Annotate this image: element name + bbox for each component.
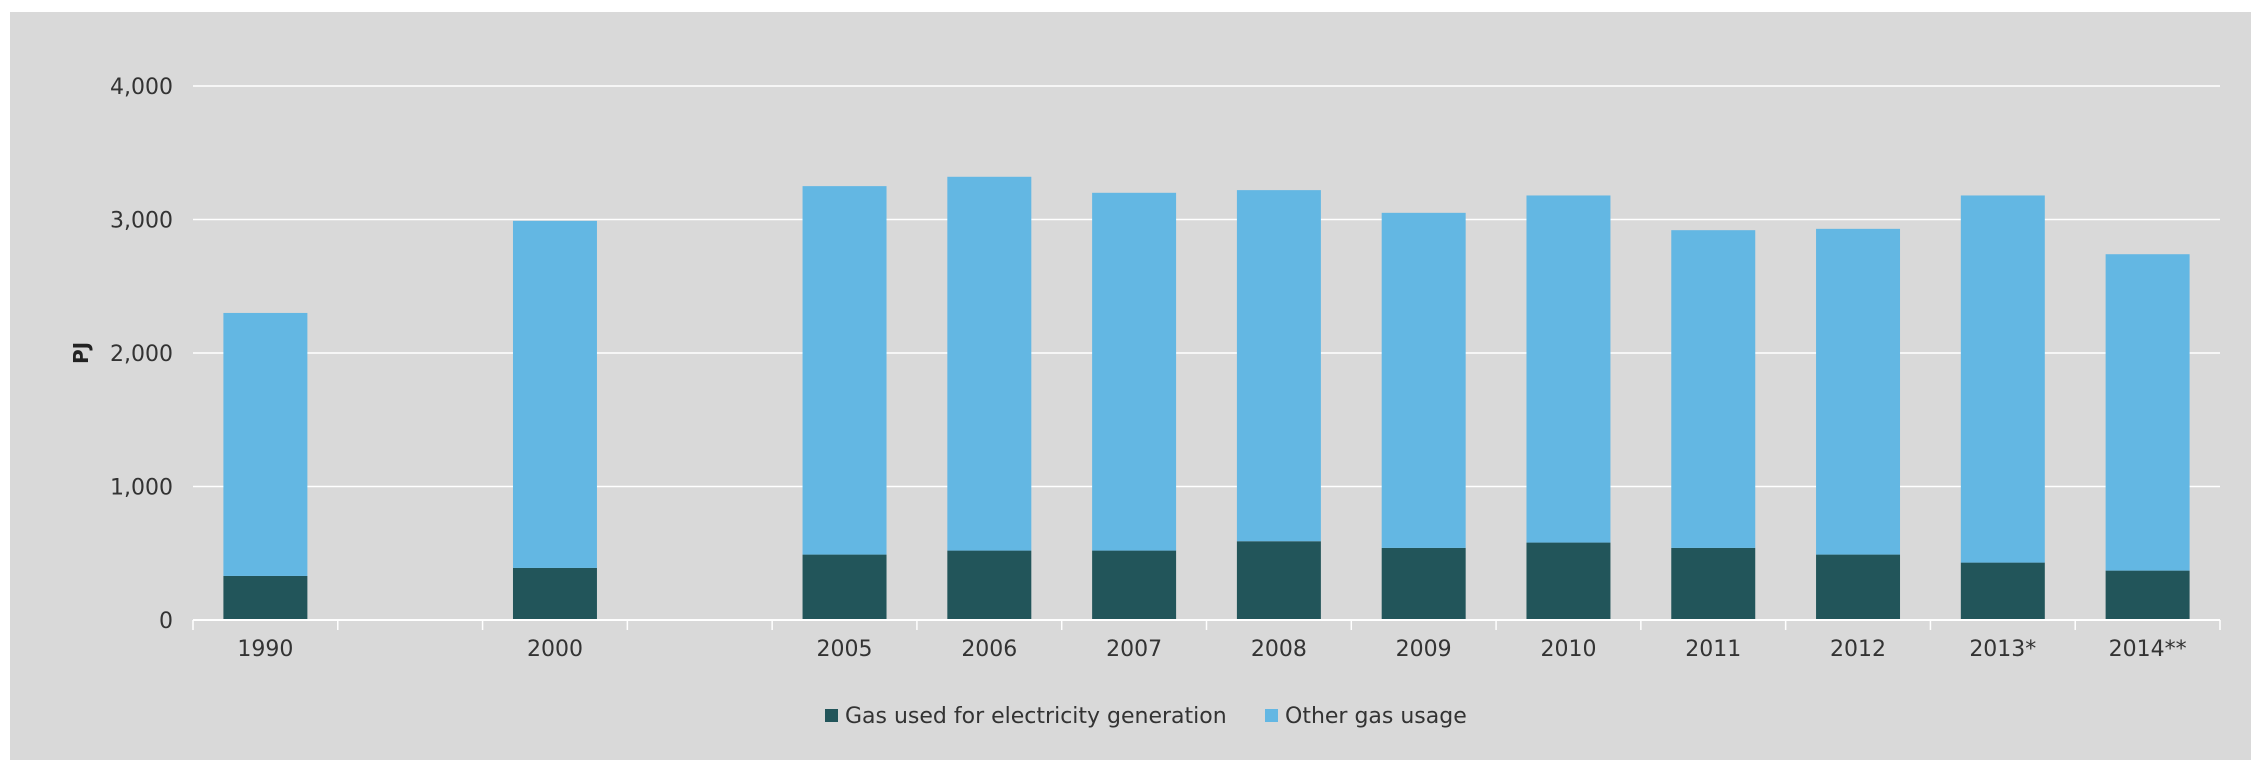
- bar-electricity-generation: [223, 575, 308, 620]
- stacked-bar-chart: 0 1,000 2,000 3,000 4,000 1990 2000 2005 2006 20…: [69, 75, 2221, 729]
- bar-other-gas-usage: [1960, 195, 2045, 563]
- bar-other-gas-usage: [1092, 192, 1177, 551]
- y-tick-label: 4,000: [110, 75, 173, 100]
- bar-other-gas-usage: [512, 220, 597, 568]
- legend-swatch: [825, 709, 838, 722]
- x-tick-label: 2000: [527, 637, 583, 662]
- y-tick-label: 0: [159, 609, 173, 634]
- x-tick-label: 2007: [1106, 637, 1162, 662]
- legend-label: Other gas usage: [1285, 704, 1467, 729]
- chart-panel: 0 1,000 2,000 3,000 4,000 1990 2000 2005 2006 20…: [10, 12, 2251, 760]
- x-tick-label: 2008: [1251, 637, 1307, 662]
- bar-electricity-generation: [1960, 562, 2045, 620]
- legend-swatch: [1265, 709, 1278, 722]
- legend-label: Gas used for electricity generation: [845, 704, 1227, 729]
- bar-other-gas-usage: [947, 176, 1032, 551]
- bar-electricity-generation: [802, 554, 887, 620]
- x-tick-labels: 1990 2000 2005 2006 2007 2008 2009 2010 2011 2012…: [237, 637, 2186, 662]
- x-tick-label: 2009: [1396, 637, 1452, 662]
- bar-other-gas-usage: [1816, 228, 1901, 555]
- y-tick-label: 3,000: [110, 209, 173, 234]
- x-tick-label: 2010: [1540, 637, 1596, 662]
- x-tick-label: 2014**: [2109, 637, 2187, 662]
- bar-other-gas-usage: [223, 312, 308, 576]
- y-tick-labels: 0 1,000 2,000 3,000 4,000: [110, 75, 173, 634]
- y-tick-label: 2,000: [110, 342, 173, 367]
- x-axis: [192, 619, 2221, 630]
- x-tick-label: 2013*: [1969, 637, 2036, 662]
- x-tick-label: 2011: [1685, 637, 1741, 662]
- bar-electricity-generation: [1671, 547, 1756, 620]
- bar-other-gas-usage: [1671, 230, 1756, 548]
- bar-electricity-generation: [1236, 541, 1321, 620]
- x-tick-label: 2012: [1830, 637, 1886, 662]
- x-tick-label: 2006: [961, 637, 1017, 662]
- bar-electricity-generation: [512, 567, 597, 620]
- bar-electricity-generation: [1381, 547, 1466, 620]
- legend: Gas used for electricity generation Other…: [825, 704, 1467, 729]
- x-tick-label: 2005: [817, 637, 873, 662]
- y-axis-label: PJ: [69, 342, 93, 364]
- bar-electricity-generation: [1816, 554, 1901, 620]
- bar-electricity-generation: [1092, 550, 1177, 620]
- bar-electricity-generation: [1526, 542, 1611, 620]
- bar-other-gas-usage: [2105, 254, 2190, 571]
- bar-other-gas-usage: [1381, 212, 1466, 548]
- gridlines: [193, 85, 2220, 488]
- x-tick-label: 1990: [237, 637, 293, 662]
- bar-electricity-generation: [2105, 570, 2190, 620]
- y-tick-label: 1,000: [110, 476, 173, 501]
- bars: [223, 176, 2190, 620]
- bar-other-gas-usage: [1526, 195, 1611, 543]
- bar-electricity-generation: [947, 550, 1032, 620]
- bar-other-gas-usage: [1236, 190, 1321, 542]
- bar-other-gas-usage: [802, 186, 887, 555]
